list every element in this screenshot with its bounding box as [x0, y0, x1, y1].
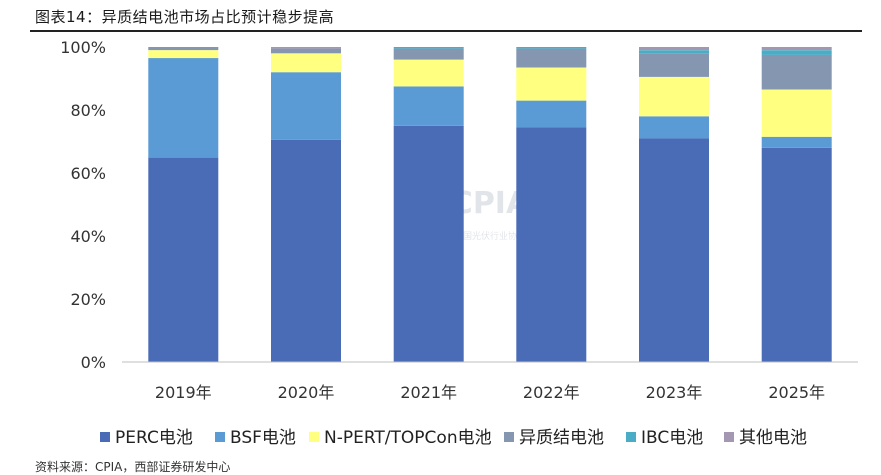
legend: PERC电池 BSF电池 N-PERT/TOPCon电池 异质结电池 IBC电池 其他电池: [100, 428, 807, 448]
bar-segment-4-2: [393, 47, 464, 49]
y-tick-label: 80%: [70, 101, 106, 120]
bar-segment-3-5: [761, 54, 832, 90]
y-tick-label: 100%: [60, 38, 106, 57]
bar-segment-0-5: [761, 147, 832, 362]
bar-segment-2-1: [271, 53, 341, 73]
bar-segment-0-3: [516, 127, 587, 362]
bar-segment-3-4: [639, 53, 709, 77]
bar-segment-1-1: [271, 72, 341, 140]
legend-swatch-5: [724, 432, 734, 442]
bar-segment-4-5: [761, 50, 832, 55]
legend-label-4: IBC电池: [641, 428, 703, 448]
x-axis-ticks: 2019年 2020年 2021年 2022年 2023年 2025年: [155, 383, 825, 402]
bar-segment-2-0: [148, 50, 219, 59]
bar-segment-0-4: [639, 138, 709, 362]
y-axis-ticks: 0% 20% 40% 60% 80% 100%: [60, 38, 106, 372]
legend-swatch-2: [309, 432, 319, 442]
bar-segment-3-1: [271, 48, 341, 54]
bar-segment-2-3: [516, 67, 587, 101]
y-tick-label: 40%: [70, 227, 106, 246]
y-tick-label: 60%: [70, 164, 106, 183]
bar-segment-2-2: [393, 59, 464, 87]
bar-segment-4-4: [639, 50, 709, 54]
bar-segment-2-4: [639, 76, 709, 117]
bar-segment-3-3: [516, 48, 587, 68]
bars-layer: [148, 47, 832, 363]
bar-segment-1-0: [148, 58, 219, 158]
y-tick-label: 0%: [81, 353, 106, 372]
bar-segment-3-0: [148, 47, 219, 51]
legend-label-1: BSF电池: [230, 428, 296, 448]
legend-swatch-0: [100, 432, 110, 442]
legend-label-5: 其他电池: [739, 428, 807, 448]
legend-swatch-4: [626, 432, 636, 442]
legend-label-2: N-PERT/TOPCon电池: [324, 428, 492, 448]
bar-segment-5-5: [761, 47, 832, 51]
source-note: 资料来源：CPIA，西部证券研发中心: [35, 460, 231, 474]
legend-label-0: PERC电池: [115, 428, 193, 448]
bar-segment-1-2: [393, 86, 464, 126]
bar-segment-4-3: [516, 47, 587, 49]
bar-segment-1-5: [761, 136, 832, 148]
bar-segment-0-2: [393, 125, 464, 363]
y-tick-label: 20%: [70, 290, 106, 309]
title-underline: [30, 30, 862, 32]
bar-segment-1-4: [639, 116, 709, 139]
bar-segment-5-1: [271, 47, 341, 49]
bar-segment-0-1: [271, 139, 341, 362]
legend-label-3: 异质结电池: [519, 428, 604, 448]
bar-segment-1-3: [516, 100, 587, 128]
legend-swatch-3: [504, 432, 514, 442]
watermark-subtext: 中国光伏行业协会: [454, 230, 526, 242]
bar-segment-3-2: [393, 48, 464, 60]
x-tick-label: 2022年: [523, 383, 580, 402]
x-tick-label: 2023年: [646, 383, 703, 402]
x-tick-label: 2020年: [278, 383, 335, 402]
figure-title: 图表14：异质结电池市场占比预计稳步提高: [35, 8, 335, 26]
bar-segment-5-4: [639, 47, 709, 51]
stacked-bar-chart: CPIA 中国光伏行业协会 0%20%40%60%80%100% 2019年 20…: [60, 38, 858, 448]
x-tick-label: 2021年: [400, 383, 457, 402]
bar-segment-0-0: [148, 157, 219, 363]
legend-swatch-1: [215, 432, 225, 442]
x-tick-label: 2025年: [768, 383, 825, 402]
x-tick-label: 2019年: [155, 383, 212, 402]
bar-segment-2-5: [761, 89, 832, 137]
figure-header: 图表14：异质结电池市场占比预计稳步提高: [0, 0, 862, 32]
